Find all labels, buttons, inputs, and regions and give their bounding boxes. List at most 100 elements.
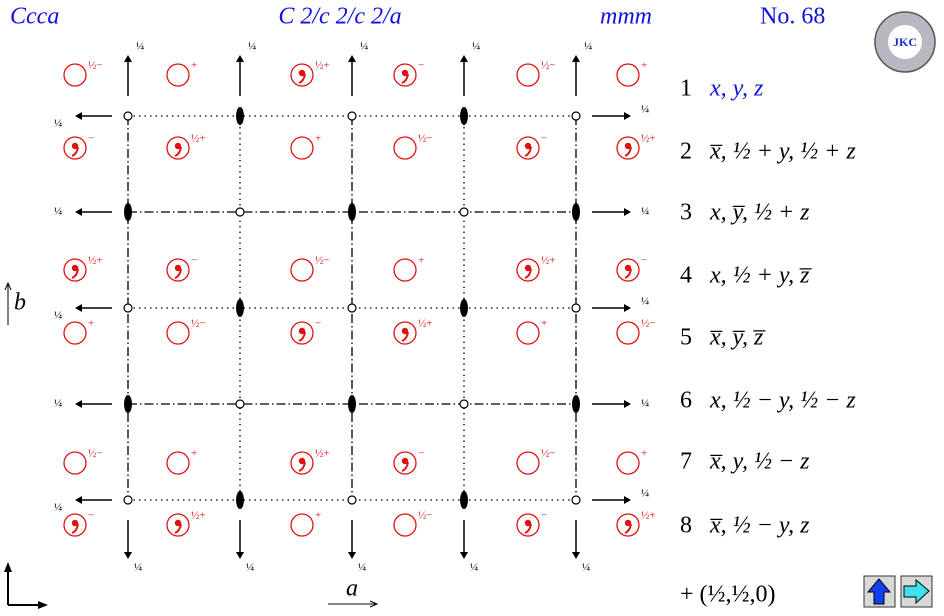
atom-position: ½+ xyxy=(616,133,655,160)
twofold-axis xyxy=(236,491,244,509)
atom-position: + xyxy=(290,133,321,160)
position-circle xyxy=(166,258,190,282)
arrowhead xyxy=(572,552,580,559)
atom-position: − xyxy=(516,133,547,160)
operation-coords: x, ½ − y, ½ − z xyxy=(709,388,856,414)
arrowhead xyxy=(624,496,631,504)
atom-position: ½+ xyxy=(393,318,432,345)
position-label: − xyxy=(88,510,94,522)
operation-number: 6 xyxy=(680,388,692,414)
position-circle xyxy=(290,136,314,160)
comma-tail xyxy=(174,268,182,279)
axis-b-label: b xyxy=(14,290,26,316)
position-circle xyxy=(63,136,87,160)
position-circle xyxy=(616,136,640,160)
right-arrow-icon[interactable] xyxy=(903,578,930,605)
arrowhead xyxy=(38,601,48,609)
logo-center xyxy=(888,25,922,59)
operation-coords: x, y̅, ½ + z xyxy=(709,200,810,226)
comma-dot xyxy=(401,457,409,465)
quarter-label: ¼ xyxy=(134,562,142,574)
position-circle xyxy=(393,136,417,160)
comma-dot xyxy=(524,264,532,272)
atom-position: + xyxy=(616,448,647,475)
arrowhead xyxy=(624,400,631,408)
comma-tail xyxy=(71,268,79,279)
quarter-label: ¼ xyxy=(246,562,254,574)
operation-number: 4 xyxy=(680,263,692,289)
comma-dot xyxy=(524,519,532,527)
position-label: − xyxy=(641,255,647,267)
inversion-center xyxy=(235,207,245,217)
operation-coords: x̅, ½ − y, z xyxy=(709,513,810,539)
position-label: ½+ xyxy=(191,510,205,522)
position-circle xyxy=(166,321,190,345)
position-label: ½+ xyxy=(191,133,205,145)
comma-tail xyxy=(298,461,306,472)
position-label: ½+ xyxy=(641,133,655,145)
position-label: − xyxy=(418,60,424,72)
atom-position: + xyxy=(166,60,197,87)
logo: JKC xyxy=(874,11,936,73)
atom-position: ½+ xyxy=(516,255,555,282)
full-symbol: C 2/c 2/c 2/a xyxy=(278,4,401,30)
comma-dot xyxy=(174,519,182,527)
next-button[interactable] xyxy=(900,575,933,608)
quarter-label: ¼ xyxy=(582,562,590,574)
position-label: − xyxy=(88,133,94,145)
position-circle xyxy=(516,451,540,475)
position-label: + xyxy=(191,448,197,460)
inversion-center xyxy=(123,111,133,121)
atom-position: + xyxy=(393,255,424,282)
atom-position: ½− xyxy=(166,318,205,345)
position-circle xyxy=(393,321,417,345)
arrowhead xyxy=(75,112,82,120)
comma-tail xyxy=(298,331,306,342)
quarter-label: ¼ xyxy=(54,206,62,218)
atom-position: ½+ xyxy=(290,60,329,87)
point-group: mmm xyxy=(600,4,652,30)
centering-vector: + (½,½,0) xyxy=(680,582,776,608)
comma-dot xyxy=(298,327,306,335)
position-label: − xyxy=(191,255,197,267)
position-label: − xyxy=(541,133,547,145)
comma-tail xyxy=(624,523,632,534)
comma-tail xyxy=(298,73,306,84)
comma-dot xyxy=(298,457,306,465)
position-circle xyxy=(290,63,314,87)
comma-tail xyxy=(401,461,409,472)
arrowhead xyxy=(124,552,132,559)
up-arrow-icon[interactable] xyxy=(866,578,892,605)
quarter-label: ¼ xyxy=(54,310,62,322)
position-label: ½− xyxy=(88,448,102,460)
arrowhead xyxy=(236,552,244,559)
axes-corner xyxy=(4,281,379,609)
up-button[interactable] xyxy=(863,575,896,608)
comma-tail xyxy=(624,268,632,279)
position-circle xyxy=(166,136,190,160)
twofold-axis xyxy=(348,203,356,221)
position-circle xyxy=(393,63,417,87)
arrowhead xyxy=(572,55,580,62)
position-label: ½− xyxy=(191,318,205,330)
atom-position: ½− xyxy=(63,60,102,87)
quarter-label: ¼ xyxy=(54,398,62,410)
inversion-center xyxy=(347,111,357,121)
operation-coords: x̅, ½ + y, ½ + z xyxy=(709,139,856,165)
comma-dot xyxy=(624,142,632,150)
quarter-label: ¼ xyxy=(358,562,366,574)
position-label: + xyxy=(315,510,321,522)
position-label: ½+ xyxy=(88,255,102,267)
position-circle xyxy=(63,321,87,345)
position-label: − xyxy=(315,318,321,330)
atom-position: − xyxy=(166,255,197,282)
comma-dot xyxy=(71,519,79,527)
position-circle xyxy=(516,258,540,282)
atom-position: + xyxy=(516,318,547,345)
arrowhead xyxy=(369,600,379,608)
arrowhead xyxy=(460,552,468,559)
comma-tail xyxy=(624,146,632,157)
position-circle xyxy=(290,451,314,475)
position-label: − xyxy=(418,448,424,460)
